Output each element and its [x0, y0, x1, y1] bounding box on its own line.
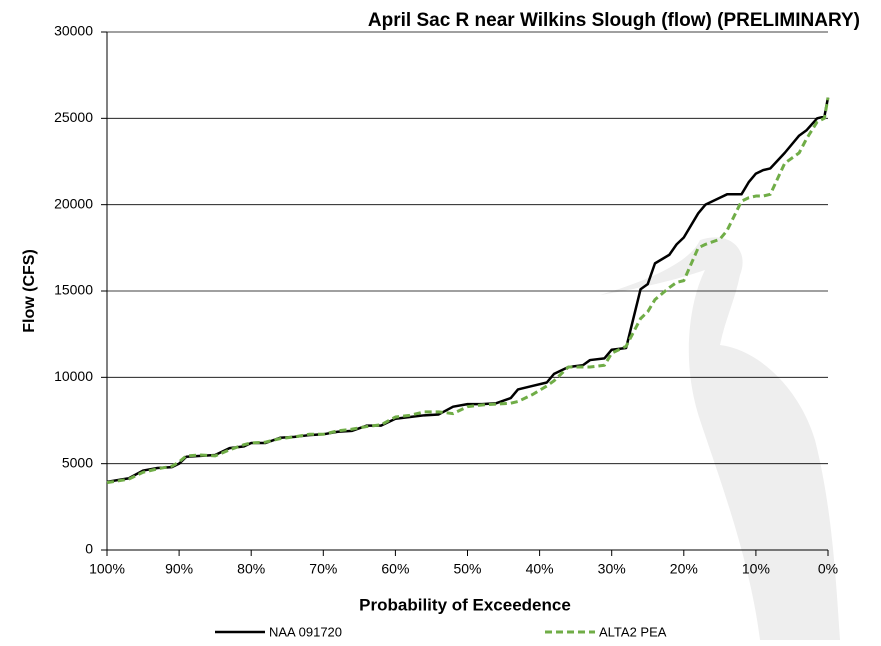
y-tick-label: 25000 [54, 109, 93, 125]
background-heron [600, 237, 840, 640]
y-tick-label: 20000 [54, 195, 93, 211]
chart-title: April Sac R near Wilkins Slough (flow) (… [368, 10, 860, 31]
y-tick-label: 5000 [62, 454, 93, 470]
x-tick-label: 10% [742, 561, 770, 577]
x-tick-label: 100% [89, 561, 125, 577]
y-axis-label: Flow (CFS) [21, 249, 38, 333]
x-tick-label: 30% [598, 561, 626, 577]
x-tick-label: 90% [165, 561, 193, 577]
x-tick-label: 60% [381, 561, 409, 577]
x-tick-label: 50% [453, 561, 481, 577]
x-tick-label: 70% [309, 561, 337, 577]
y-tick-label: 10000 [54, 368, 93, 384]
chart: April Sac R near Wilkins Slough (flow) (… [0, 0, 881, 646]
x-axis-label: Probability of Exceedence [359, 595, 571, 614]
y-tick-label: 30000 [54, 23, 93, 39]
legend-label: ALTA2 PEA [599, 624, 667, 639]
x-tick-label: 40% [526, 561, 554, 577]
y-tick-label: 0 [85, 541, 93, 557]
legend-label: NAA 091720 [269, 624, 342, 639]
x-tick-label: 0% [818, 561, 838, 577]
y-tick-label: 15000 [54, 282, 93, 298]
x-tick-label: 20% [670, 561, 698, 577]
x-tick-label: 80% [237, 561, 265, 577]
